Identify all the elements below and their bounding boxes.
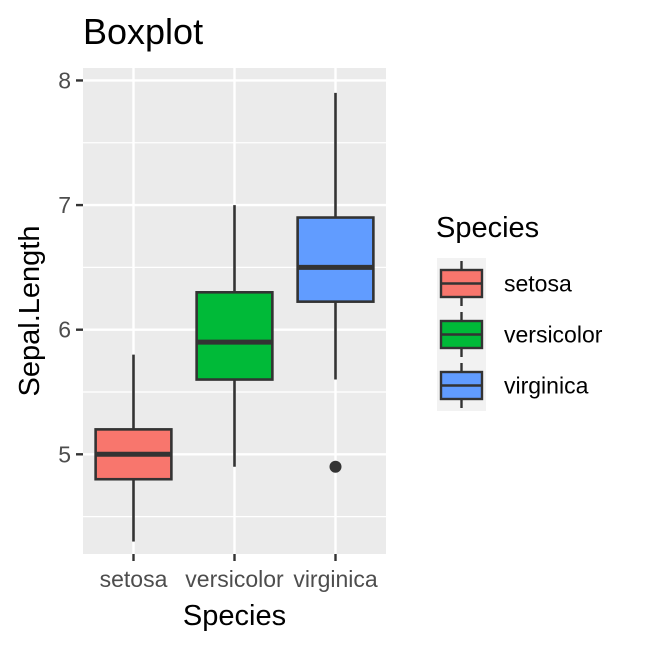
legend-title: Species [436, 212, 539, 244]
legend-item-setosa: setosa [437, 258, 572, 309]
box-setosa [94, 354, 173, 542]
y-axis-title: Sepal.Length [14, 226, 46, 397]
legend: Species setosa versicolor virginica [436, 212, 603, 411]
box-versicolor [195, 205, 274, 467]
y-tick-label: 5 [58, 441, 71, 467]
legend-item-virginica: virginica [437, 360, 589, 411]
x-axis-title: Species [183, 600, 286, 632]
boxes [94, 92, 375, 542]
y-tick-label: 7 [58, 192, 71, 218]
chart-title: Boxplot [83, 11, 203, 52]
x-tick-label: setosa [100, 566, 168, 592]
box-virginica [296, 92, 375, 473]
x-tick-label: versicolor [185, 566, 284, 592]
y-tick-label: 8 [58, 67, 71, 93]
outlier-point [329, 460, 342, 473]
x-tick-label: virginica [293, 566, 378, 592]
y-axis: 5 6 7 8 [58, 67, 83, 467]
legend-item-versicolor: versicolor [437, 309, 603, 360]
legend-label: versicolor [504, 322, 603, 348]
legend-label: virginica [504, 373, 589, 399]
y-tick-label: 6 [58, 317, 71, 343]
legend-label: setosa [504, 271, 572, 297]
box-body [195, 291, 274, 381]
box-body [296, 216, 375, 303]
x-axis: setosa versicolor virginica [100, 554, 378, 592]
